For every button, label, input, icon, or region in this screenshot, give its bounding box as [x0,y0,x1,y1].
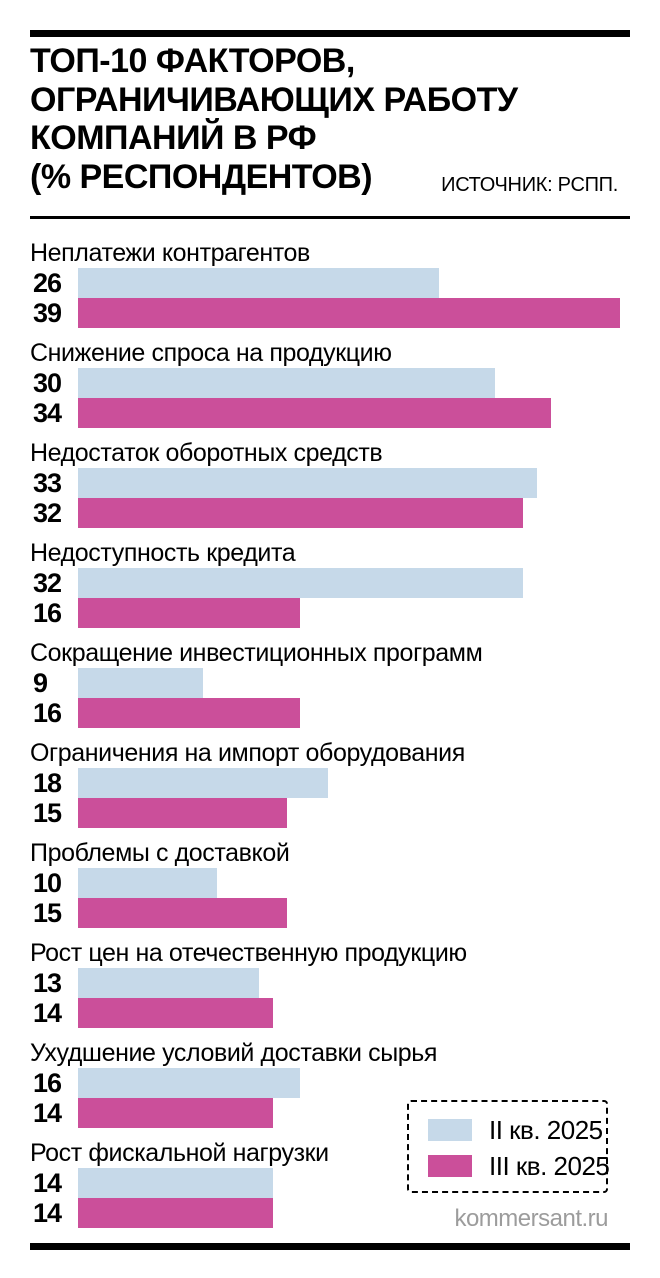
header-divider [30,216,630,219]
bar-row: 16 [30,1068,630,1098]
bar-row: 39 [30,298,630,328]
value-label: 16 [33,598,62,628]
value-label: 18 [33,768,62,798]
category-label: Проблемы с доставкой [30,839,290,867]
kommersant-watermark: kommersant.ru [454,1205,608,1232]
category-label: Неплатежи контрагентов [30,239,310,267]
bottom-rule [30,1243,630,1250]
category-label: Недостаток оборотных средств [30,439,383,467]
value-label: 34 [33,398,62,428]
category-label: Рост цен на отечественную продукцию [30,939,467,967]
bar-row: 14 [30,1168,630,1198]
legend: II кв. 2025 III кв. 2025 [407,1100,610,1193]
chart-group: Недоступность кредита 32 16 [30,538,630,628]
category-label: Ограничения на импорт оборудования [30,739,465,767]
bar-row: 14 [30,1098,630,1128]
bar-q3-2025 [78,798,287,828]
category-label: Снижение спроса на продукцию [30,339,392,367]
chart-group: Снижение спроса на продукцию 30 34 [30,338,630,428]
value-label: 14 [33,1168,62,1198]
value-label: 9 [33,668,48,698]
chart-group: Неплатежи контрагентов 26 39 [30,238,630,328]
bar-q3-2025 [78,598,301,628]
value-label: 33 [33,468,62,498]
bar-q2-2025 [78,868,217,898]
category-label: Ухудшение условий доставки сырья [30,1039,438,1067]
chart-group: Ухудшение условий доставки сырья 16 14 [30,1038,630,1128]
bar-row: 14 [30,998,630,1028]
bar-row: 32 [30,498,630,528]
category-label: Рост фискальной нагрузки [30,1139,329,1167]
legend-label-q2-2025: II кв. 2025 [489,1115,603,1145]
bar-q3-2025 [78,498,523,528]
bar-row: 14 [30,1198,630,1228]
bar-q3-2025 [78,398,551,428]
bar-row: 16 [30,598,630,628]
value-label: 16 [33,698,62,728]
value-label: 14 [33,1098,62,1128]
title-line-3: КОМПАНИЙ В РФ [30,119,317,157]
legend-item-q3-2025: III кв. 2025 [428,1151,610,1181]
source-label: ИСТОЧНИК: РСПП. [441,174,618,196]
chart-group: Недостаток оборотных средств 33 32 [30,438,630,528]
legend-swatch-q2-2025 [428,1119,472,1141]
chart-group: Сокращение инвестиционных программ 9 16 [30,638,630,728]
title-line-1: ТОП-10 ФАКТОРОВ, [30,42,355,80]
bar-row: 30 [30,368,630,398]
title-line-4: (% РЕСПОНДЕНТОВ) [30,157,373,196]
bar-q3-2025 [78,698,301,728]
chart-group: Ограничения на импорт оборудования 18 15 [30,738,630,828]
category-label: Недоступность кредита [30,539,296,567]
chart-group: Рост цен на отечественную продукцию 13 14 [30,938,630,1028]
legend-swatch-q3-2025 [428,1155,472,1177]
value-label: 14 [33,1198,62,1228]
bar-q3-2025 [78,298,620,328]
bar-chart: Неплатежи контрагентов 26 39 Снижение спрос… [30,238,630,1238]
legend-label-q3-2025: III кв. 2025 [489,1151,610,1181]
legend-item-q2-2025: II кв. 2025 [428,1115,606,1145]
value-label: 32 [33,568,62,598]
bar-q2-2025 [78,1068,301,1098]
value-label: 32 [33,498,62,528]
bar-row: 15 [30,798,630,828]
bar-q3-2025 [78,898,287,928]
chart-group: Рост фискальной нагрузки 14 14 [30,1138,630,1228]
bar-row: 10 [30,868,630,898]
value-label: 15 [33,898,62,928]
bar-q3-2025 [78,1098,273,1128]
bar-row: 16 [30,698,630,728]
value-label: 14 [33,998,62,1028]
bar-row: 33 [30,468,630,498]
bar-q2-2025 [78,568,523,598]
bar-q2-2025 [78,368,495,398]
bar-row: 26 [30,268,630,298]
bar-q2-2025 [78,968,259,998]
bar-row: 9 [30,668,630,698]
chart-group: Проблемы с доставкой 10 15 [30,838,630,928]
bar-q2-2025 [78,768,329,798]
value-label: 30 [33,368,62,398]
bar-q2-2025 [78,268,440,298]
value-label: 13 [33,968,62,998]
value-label: 16 [33,1068,62,1098]
value-label: 15 [33,798,62,828]
bar-q3-2025 [78,998,273,1028]
bar-row: 13 [30,968,630,998]
category-label: Сокращение инвестиционных программ [30,639,483,667]
bar-row: 15 [30,898,630,928]
value-label: 26 [33,268,62,298]
bar-row: 32 [30,568,630,598]
bar-q2-2025 [78,468,537,498]
bar-row: 18 [30,768,630,798]
bar-q2-2025 [78,1168,273,1198]
title-line-2: ОГРАНИЧИВАЮЩИХ РАБОТУ [30,80,518,119]
bar-q2-2025 [78,668,204,698]
page-title: ТОП-10 ФАКТОРОВ, ОГРАНИЧИВАЮЩИХ РАБОТУ К… [30,42,590,196]
bar-row: 34 [30,398,630,428]
top-rule [30,30,630,37]
bar-q3-2025 [78,1198,273,1228]
value-label: 10 [33,868,62,898]
value-label: 39 [33,298,62,328]
